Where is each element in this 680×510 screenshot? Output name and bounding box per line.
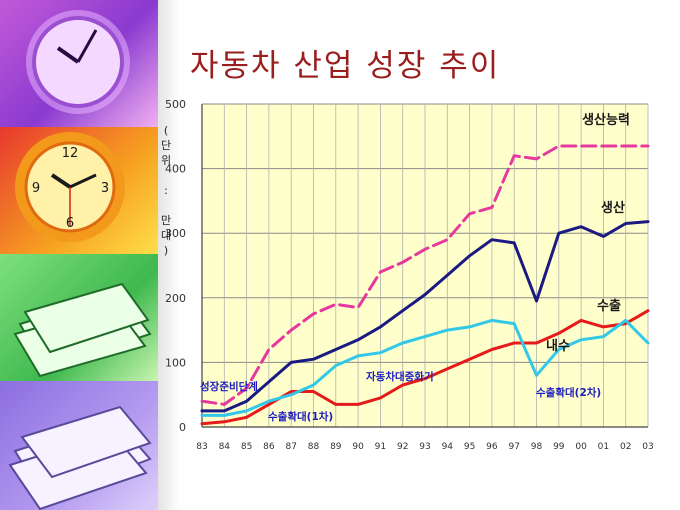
annotation-label: 내수 <box>546 338 570 354</box>
x-tick-label: 91 <box>375 442 386 452</box>
x-tick-label: 84 <box>219 442 231 452</box>
x-tick-label: 00 <box>575 442 587 452</box>
y-tick-label: 0 <box>179 421 186 434</box>
orange-clock-image: 12 3 6 9 <box>0 127 158 254</box>
x-tick-label: 89 <box>330 442 342 452</box>
svg-text:9: 9 <box>32 181 40 196</box>
annotation-label: 생산 <box>601 200 625 216</box>
x-tick-label: 90 <box>352 442 364 452</box>
green-papers-image <box>0 254 158 381</box>
clock-icon <box>26 10 130 114</box>
annotation-label: 수출 <box>597 298 621 314</box>
papers-icon <box>13 282 152 378</box>
x-tick-label: 96 <box>486 442 498 452</box>
y-tick-label: 300 <box>165 227 186 240</box>
x-tick-label: 03 <box>642 442 653 452</box>
y-tick-label: 500 <box>165 98 186 111</box>
x-tick-label: 01 <box>598 442 609 452</box>
y-tick-label: 400 <box>165 163 186 176</box>
series-line-capacity <box>200 144 650 406</box>
x-tick-label: 87 <box>285 442 296 452</box>
papers-icon <box>8 405 152 510</box>
x-tick-label: 86 <box>263 442 275 452</box>
y-tick-label: 100 <box>165 356 186 369</box>
annotation-label: 생산능력 <box>582 112 630 128</box>
series-line-production <box>200 220 650 413</box>
x-tick-label: 93 <box>419 442 430 452</box>
y-axis-label-char: 만 <box>161 214 171 227</box>
y-axis-label-char: 대 <box>161 229 171 242</box>
svg-text:3: 3 <box>101 181 109 196</box>
y-axis-label-char: : <box>164 184 168 197</box>
slide-title: 자동차 산업 성장 추이 <box>190 48 501 84</box>
purple-papers-image <box>0 381 158 510</box>
y-axis-label-char: ( <box>164 124 168 137</box>
y-axis-label-char: 위 <box>161 154 171 167</box>
x-tick-label: 94 <box>442 442 454 452</box>
x-tick-label: 98 <box>531 442 543 452</box>
annotation-label: 자동차대중화기 <box>366 370 434 383</box>
svg-text:6: 6 <box>66 216 74 231</box>
x-tick-label: 92 <box>397 442 408 452</box>
x-tick-label: 83 <box>196 442 207 452</box>
annotation-label: 수출확대(1차) <box>268 410 333 423</box>
decorative-side-strip: 12 3 6 9 <box>0 0 158 510</box>
x-tick-label: 88 <box>308 442 320 452</box>
x-tick-label: 97 <box>508 442 519 452</box>
annotation-label: 수출확대(2차) <box>536 386 601 399</box>
x-tick-label: 02 <box>620 442 631 452</box>
annotation-label: 성장준비단계 <box>200 380 258 393</box>
svg-text:12: 12 <box>62 146 79 161</box>
clock-icon: 12 3 6 9 <box>15 132 125 242</box>
x-tick-label: 99 <box>553 442 565 452</box>
y-tick-label: 200 <box>165 292 186 305</box>
purple-clock-image <box>0 0 158 127</box>
y-axis-label-char: ) <box>164 244 168 257</box>
strip-shadow <box>158 0 180 510</box>
x-tick-label: 85 <box>241 442 252 452</box>
y-axis-label-char: 단 <box>161 139 171 152</box>
x-tick-label: 95 <box>464 442 475 452</box>
series-line-domestic <box>200 318 650 417</box>
